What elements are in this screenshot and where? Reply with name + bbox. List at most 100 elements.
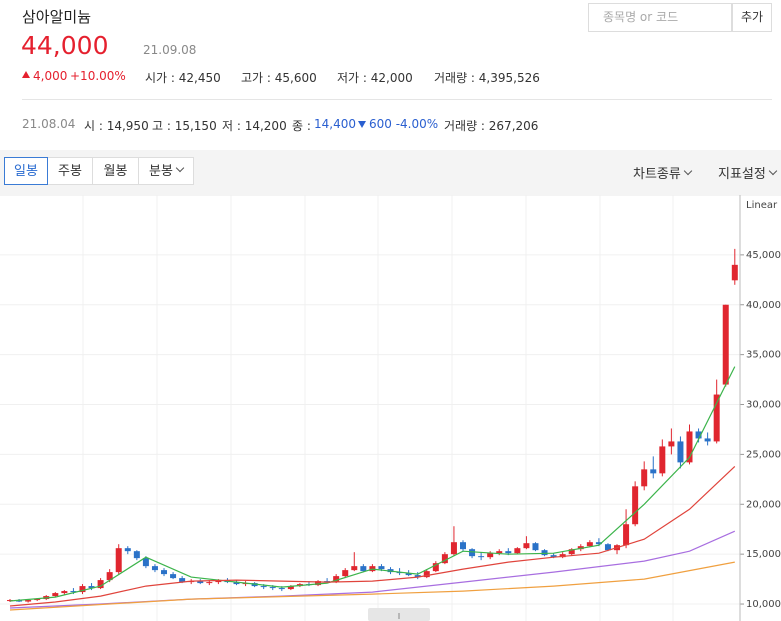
tab[interactable]: 분봉: [138, 157, 194, 185]
candle-body: [61, 591, 68, 594]
candle-body: [595, 542, 602, 545]
candle-body: [170, 574, 177, 579]
y-tick-label: 40,000: [746, 300, 781, 311]
chevron: [768, 166, 778, 176]
candle-body: [505, 551, 512, 554]
candle-body: [541, 550, 548, 556]
candle-body: [478, 556, 485, 558]
candle-body: [686, 431, 693, 463]
candle-body: [441, 554, 448, 564]
candle-body: [70, 591, 77, 593]
candle-body: [632, 486, 639, 525]
candle-body: [142, 558, 149, 567]
candle-body: [115, 548, 122, 573]
candle-body: [523, 543, 530, 549]
divider: [22, 99, 772, 100]
tab[interactable]: 일봉: [4, 157, 48, 185]
candle-body: [559, 554, 566, 558]
candle-body: [713, 394, 720, 442]
y-tick-label: 10,000: [746, 599, 781, 610]
tab[interactable]: 월봉: [92, 157, 139, 185]
candle-body: [197, 581, 204, 584]
candle-body: [514, 548, 521, 554]
candle-body: [52, 593, 59, 597]
candle-body: [106, 572, 113, 581]
chevron: [175, 163, 185, 173]
candle-body: [577, 546, 584, 550]
candle-body: [586, 542, 593, 547]
candle-body: [487, 553, 494, 558]
info-close-label: 종 :: [292, 119, 311, 133]
candle-body: [722, 304, 729, 385]
candle-body: [378, 566, 385, 570]
candle-body: [405, 573, 412, 576]
candle-body: [269, 587, 276, 589]
candle-body: [97, 580, 104, 589]
candle-body: [469, 549, 476, 557]
y-tick-label: 25,000: [746, 449, 781, 460]
info-volume: 거래량 : 267,206: [444, 119, 539, 133]
candle-body: [568, 549, 575, 555]
candle-body: [641, 469, 648, 487]
candle-body: [315, 581, 322, 586]
candle-body: [450, 542, 457, 555]
candle-body: [206, 582, 213, 584]
price: 44,000: [21, 31, 109, 60]
tab-label: 분봉: [149, 164, 173, 179]
candle-body: [278, 588, 285, 590]
candle-body: [287, 586, 294, 590]
candle-body: [659, 446, 666, 474]
candle-body: [79, 586, 86, 593]
candle-body: [668, 441, 675, 447]
ma-line: [9, 366, 736, 602]
candle-body: [333, 576, 340, 583]
search-input[interactable]: 종목명 or 코드: [588, 3, 732, 32]
candle-body: [423, 571, 430, 578]
date: 21.09.08: [143, 43, 197, 57]
menu[interactable]: 지표설정: [718, 163, 778, 182]
info-low: 저 : 14,200: [222, 119, 287, 133]
ma-line: [9, 561, 735, 611]
down-arrow: [358, 121, 366, 128]
candle-body: [88, 586, 95, 589]
menu[interactable]: 차트종류: [633, 163, 693, 182]
stat: 저가 : 42,000: [337, 71, 413, 85]
stat: 고가 : 45,600: [241, 71, 317, 85]
candle-body: [360, 566, 367, 572]
add-button[interactable]: 추가: [732, 3, 772, 32]
candle-body: [351, 566, 358, 571]
menu-label: 지표설정: [718, 167, 766, 182]
y-tick-label: 35,000: [746, 350, 781, 361]
chart: Linear 10,000 15,000 20,000 25,000 30,000 35,…: [0, 195, 781, 621]
scale-label: Linear: [746, 200, 778, 211]
candle-body: [151, 566, 158, 571]
info-close: 14,400: [314, 117, 356, 131]
info-change: 600 -4.00%: [369, 117, 439, 131]
tab[interactable]: 주봉: [47, 157, 93, 185]
candle-body: [161, 570, 168, 575]
candle-body: [34, 599, 41, 601]
candle-body: [124, 548, 131, 552]
candle-body: [233, 582, 240, 585]
info-high: 고 : 15,150: [152, 119, 217, 133]
y-tick-label: 15,000: [746, 549, 781, 560]
candle-body: [25, 600, 32, 602]
candle-body: [650, 469, 657, 474]
menu-label: 차트종류: [633, 167, 681, 182]
candle-body: [432, 563, 439, 572]
candle-body: [550, 555, 557, 558]
candle-body: [460, 542, 466, 550]
candle-body: [704, 438, 711, 442]
y-tick-label: 45,000: [746, 250, 781, 261]
candle-body: [414, 575, 421, 578]
candle-body: [731, 264, 738, 281]
candle-body: [677, 441, 684, 463]
candle-body: [695, 431, 702, 439]
up-arrow: [22, 71, 30, 78]
candle-body: [604, 544, 611, 551]
candle-body: [179, 578, 186, 583]
stat: 시가 : 42,450: [145, 71, 221, 85]
stock-name: 삼아알미늄: [22, 8, 92, 26]
change: 4,000: [33, 69, 68, 83]
